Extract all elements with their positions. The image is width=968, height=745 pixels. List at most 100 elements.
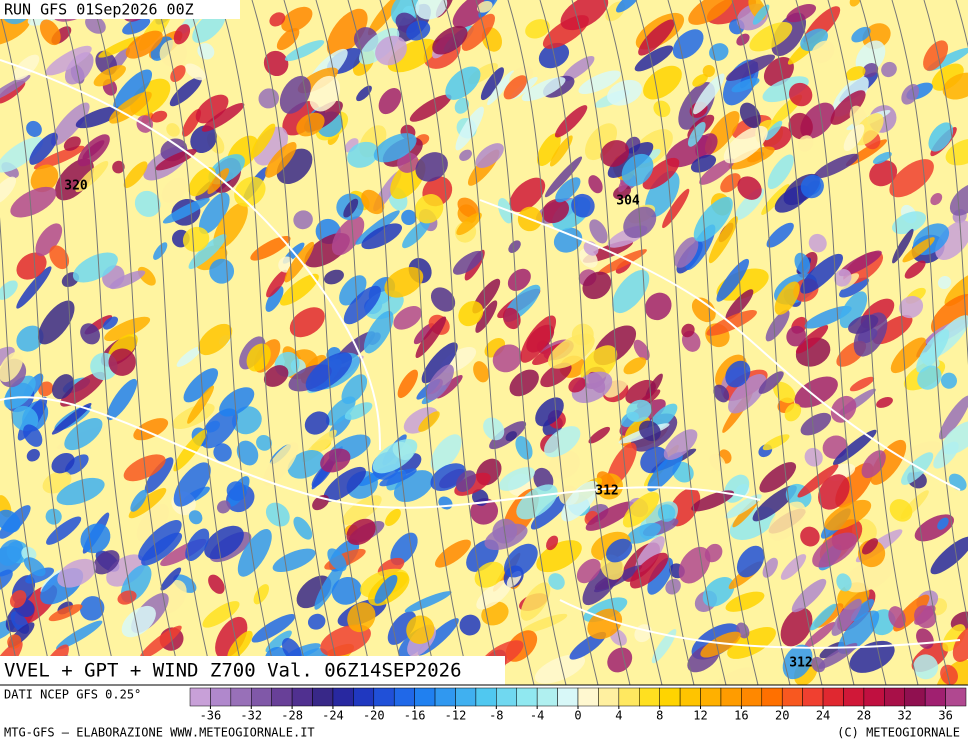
colorbar-tick-label: 8 [656, 709, 663, 723]
colorbar-tick-label: 20 [775, 709, 789, 723]
field-blob [106, 378, 138, 421]
contour [479, 199, 961, 491]
field-blob [504, 543, 538, 578]
field-blob [0, 509, 21, 533]
streamline [251, 0, 343, 685]
field-blob [477, 1, 493, 13]
field-blob [623, 357, 647, 375]
field-blob [293, 516, 313, 540]
field-blob [705, 667, 754, 685]
colorbar-box [475, 687, 497, 707]
field-blob [12, 54, 40, 81]
field-blob [930, 192, 943, 206]
field-blob [113, 69, 153, 111]
field-blob [540, 362, 572, 388]
field-blob [484, 523, 528, 551]
field-blob [123, 161, 148, 189]
field-blob [30, 164, 59, 193]
field-blob [56, 477, 105, 506]
field-blob [49, 245, 70, 270]
field-blob [454, 97, 469, 114]
field-blob [9, 590, 27, 609]
field-blob [3, 375, 36, 409]
field-blob [455, 106, 484, 151]
field-blob [642, 157, 680, 190]
streamline [27, 0, 119, 685]
field-blob [93, 550, 120, 575]
streamline [891, 0, 968, 625]
field-blob [674, 237, 699, 268]
field-blob [845, 66, 866, 81]
field-blob [600, 140, 630, 167]
field-blob [678, 546, 711, 584]
field-blob [766, 222, 794, 248]
field-blob [794, 376, 838, 408]
field-blob [536, 540, 582, 573]
field-blob [390, 532, 418, 566]
field-blob [327, 548, 347, 572]
field-blob [51, 403, 92, 435]
field-blob [112, 160, 125, 174]
streamline [443, 0, 535, 685]
field-blob [421, 342, 458, 384]
field-blob [622, 491, 660, 528]
field-blob [198, 323, 233, 356]
field-blob [612, 269, 650, 314]
streamline [347, 0, 439, 685]
field-blob [26, 448, 40, 462]
field-blob [356, 85, 372, 102]
field-blob [375, 35, 407, 66]
field-blob [839, 277, 869, 298]
field-blob [121, 605, 156, 638]
field-blob [651, 629, 677, 664]
field-blob [937, 275, 952, 290]
field-blob [706, 310, 757, 336]
field-blob [355, 210, 400, 245]
field-blob [688, 0, 734, 25]
field-blob [209, 258, 235, 284]
colorbar-tick-label: 4 [615, 709, 622, 723]
field-blob [509, 177, 546, 213]
field-blob [945, 138, 968, 166]
colorbar-box [393, 687, 415, 707]
field-blob [64, 454, 89, 475]
field-blob [323, 269, 344, 285]
colorbar-box [516, 687, 538, 707]
field-blob [256, 435, 272, 451]
field-blob [502, 307, 521, 330]
field-blob [663, 429, 698, 461]
field-blob [813, 153, 859, 179]
field-blob [188, 510, 203, 525]
colorbar-box [679, 687, 701, 707]
field-blob [568, 377, 586, 393]
colorbar-box [230, 687, 252, 707]
colorbar-box [312, 687, 334, 707]
field-blob [393, 306, 422, 330]
colorbar-box [659, 687, 681, 707]
field-blob [899, 295, 924, 319]
field-blob [811, 40, 835, 64]
colorbar-box [884, 687, 905, 707]
field-blob [937, 517, 949, 530]
field-blob [720, 173, 741, 193]
field-blob [487, 70, 515, 106]
field-blob [155, 149, 197, 171]
field-blob [474, 561, 505, 588]
field-blob [544, 426, 581, 458]
field-blob [525, 19, 550, 39]
field-blob [681, 323, 695, 338]
field-blob [134, 190, 161, 217]
field-blob [404, 591, 452, 613]
field-blob [125, 30, 163, 59]
field-blob [691, 490, 735, 512]
field-blob [901, 452, 934, 485]
colorbar-box [353, 687, 375, 707]
colorbar-tick-label: 28 [857, 709, 871, 723]
field-blob [434, 539, 472, 568]
field-blob [72, 252, 118, 283]
field-blob [16, 252, 47, 280]
field-blob [913, 654, 939, 680]
field-blob [800, 412, 832, 436]
colorbar-box [210, 687, 232, 707]
field-blob [45, 45, 92, 76]
